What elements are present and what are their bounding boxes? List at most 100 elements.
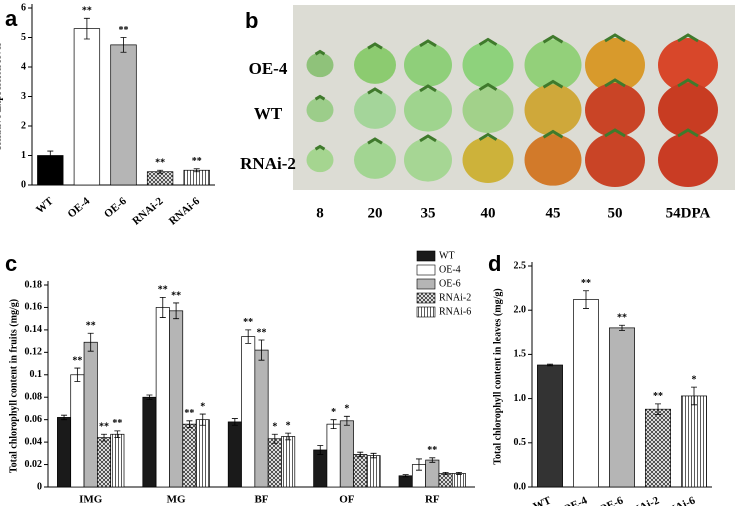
row-label: OE-4 [249,59,288,78]
fruit-stem [604,33,626,43]
fruit [306,97,334,123]
legend-label: WT [439,250,455,261]
fruit-stem [314,94,326,101]
fruit-stem [478,132,498,141]
legend-label: OE-6 [439,278,461,289]
y-tick-label: 0 [21,179,26,190]
column-label: 54DPA [666,205,711,221]
legend-label: RNAi-2 [439,292,471,303]
significance-label: ** [192,156,202,167]
x-tick-label: MG [167,494,186,506]
error-bar [146,394,153,400]
x-tick-label: RNAi-2 [623,494,661,506]
y-tick-label: 5 [21,32,26,43]
error-bar [429,457,436,463]
fruit [658,38,718,92]
x-tick-label: IMG [79,494,103,506]
fruit [404,138,452,182]
bar [241,336,256,488]
fruit [462,87,514,133]
fruit-stem [542,79,564,89]
significance-label: ** [257,327,267,338]
error-bar [114,430,121,439]
bar [169,310,184,488]
bar [645,408,671,488]
column-label: 8 [316,205,324,221]
fruit [585,38,645,92]
fruit-stem [677,33,699,43]
significance-label: * [331,407,336,418]
significance-label: ** [119,25,129,36]
y-tick-label: 2 [21,120,26,131]
y-axis-label: Total chlorophyll content in leaves (mg/… [492,288,503,464]
bar [227,421,242,488]
significance-label: ** [158,285,168,296]
significance-label: ** [82,6,92,17]
bar [110,433,125,488]
bar [57,417,72,488]
y-tick-label: 0.14 [25,324,43,335]
fruit-stem [542,129,564,139]
error-bar [61,414,68,421]
fruit-stem [478,82,498,91]
x-tick-label: WT [531,494,553,506]
error-bar [271,433,278,444]
fruit-stem [604,78,626,88]
bar [110,44,137,186]
row-label: WT [254,104,283,123]
legend-swatch [416,250,436,262]
fruit [354,91,396,129]
x-tick-label: RNAi-6 [659,494,697,506]
y-axis-label: Total chlorophyll content in fruits (mg/… [8,299,19,473]
y-tick-label: 0.5 [514,437,527,448]
fruit-stem [419,84,437,93]
fruit [524,84,582,136]
fruit-stem [314,49,326,56]
bar [73,28,101,186]
error-bar [343,415,350,426]
fruit-stem [542,34,564,44]
y-tick-label: 2.0 [514,304,527,315]
fruit-stem [677,78,699,88]
fruit [524,39,582,91]
error-bar [186,420,193,428]
error-bar [619,324,625,331]
bar [183,169,210,186]
y-tick-label: 4 [21,61,26,72]
fruit [658,83,718,137]
y-tick-label: 1.0 [514,393,527,404]
x-tick-label: OE-6 [102,195,129,221]
y-tick-label: 0.08 [25,392,43,403]
error-bar [455,472,462,476]
fruit-stem [677,128,699,138]
x-tick-label: OE-6 [597,494,625,506]
significance-label: ** [171,290,181,301]
y-tick-label: 0.0 [514,481,527,492]
error-bar [101,433,108,442]
significance-label: ** [427,445,437,456]
fruit [658,133,718,187]
significance-label: ** [72,355,82,366]
panel-label: a [5,6,18,31]
column-label: 45 [546,205,561,221]
error-bar [317,445,324,455]
significance-label: * [286,420,291,431]
x-tick-label: OE-4 [65,195,92,221]
error-bar [231,418,238,426]
error-bar [285,432,292,441]
error-bar [583,290,589,309]
bar [681,395,707,488]
significance-label: ** [99,422,109,433]
significance-label: ** [155,158,165,169]
significance-label: ** [184,408,194,419]
bar [37,155,64,186]
error-bar [357,451,364,458]
error-bar [47,150,54,161]
bar [398,475,413,488]
error-bar [87,332,94,352]
column-label: 40 [481,205,496,221]
bar [267,438,282,488]
significance-label: ** [112,418,122,429]
y-tick-label: 0.16 [25,302,43,313]
bar [97,437,112,488]
